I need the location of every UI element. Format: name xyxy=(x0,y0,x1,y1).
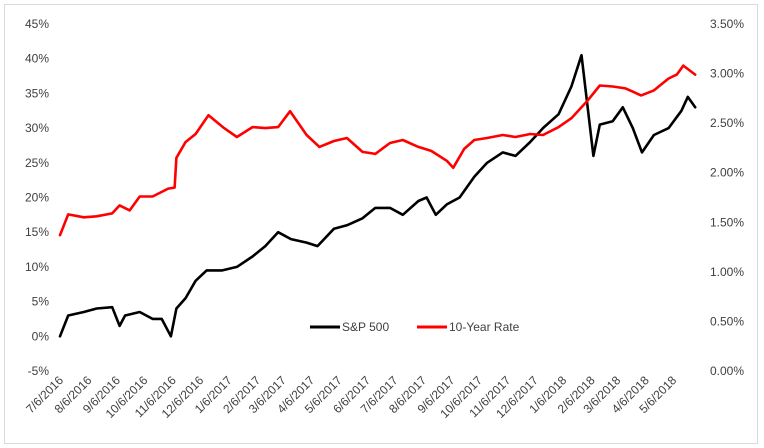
y-left-tick-label: 15% xyxy=(25,225,49,239)
y-left-tick-label: 40% xyxy=(25,52,49,66)
y-left-tick-label: 45% xyxy=(25,17,49,31)
legend-label: S&P 500 xyxy=(342,320,389,334)
y-left-tick-label: 10% xyxy=(25,260,49,274)
y-right-tick-label: 1.50% xyxy=(710,215,744,229)
y-right-tick-label: 3.50% xyxy=(710,17,744,31)
y-right-tick-label: 1.00% xyxy=(710,265,744,279)
y-right-tick-label: 0.00% xyxy=(710,364,744,378)
chart-frame: -5% 0% 5% 10% 15% 20% 25% 30% 35% 40% 45% 0.00% 0.50… xyxy=(4,4,758,444)
series-line-10-year-rate xyxy=(58,64,697,237)
y-right-tick-label: 2.00% xyxy=(710,166,744,180)
y-left-tick-label: 5% xyxy=(32,295,50,309)
y-right-tick-label: 2.50% xyxy=(710,116,744,130)
series-line-s-p-500 xyxy=(58,53,697,338)
y-left-tick-label: 35% xyxy=(25,86,49,100)
y-right-tick-label: 0.50% xyxy=(710,314,744,328)
y-right-tick-label: 3.00% xyxy=(710,67,744,81)
y-left-tick-label: 20% xyxy=(25,191,49,205)
axis-layer: -5% 0% 5% 10% 15% 20% 25% 30% 35% 40% 45% 0.00% 0.50… xyxy=(23,17,744,421)
legend-label: 10-Year Rate xyxy=(449,320,520,334)
series-layer xyxy=(58,53,697,338)
y-left-tick-label: 30% xyxy=(25,121,49,135)
legend: S&P 500 10-Year Rate xyxy=(310,320,520,334)
line-chart: -5% 0% 5% 10% 15% 20% 25% 30% 35% 40% 45% 0.00% 0.50… xyxy=(23,17,744,421)
y-left-tick-label: -5% xyxy=(28,364,50,378)
y-left-tick-label: 0% xyxy=(32,329,50,343)
y-left-tick-label: 25% xyxy=(25,156,49,170)
